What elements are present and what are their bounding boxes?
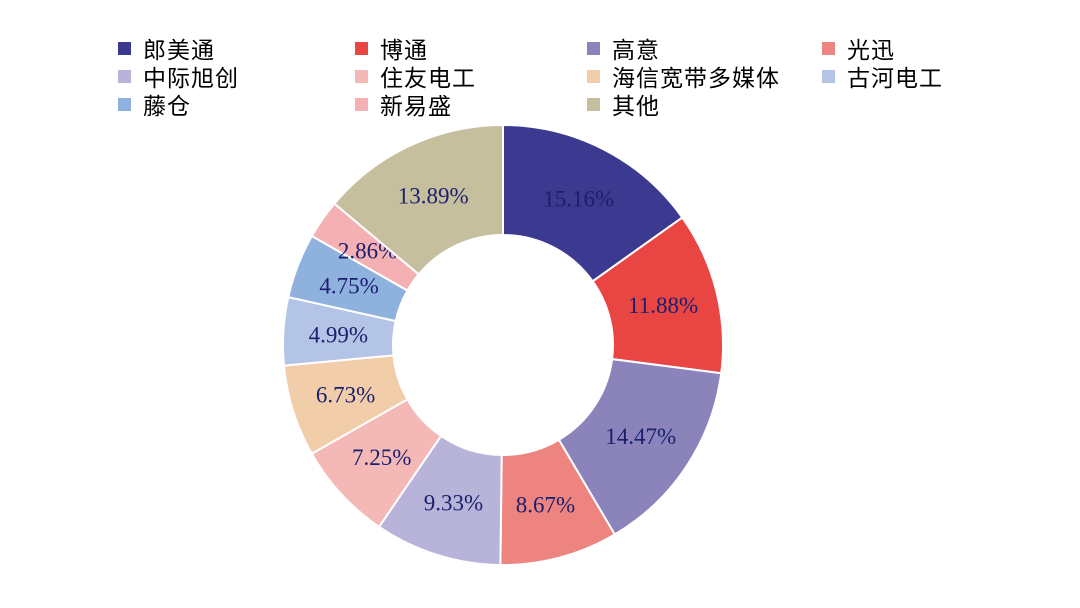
legend-label: 其他 bbox=[612, 94, 660, 120]
slice-value-label: 13.89% bbox=[398, 183, 469, 208]
legend-swatch bbox=[822, 41, 835, 55]
legend-label: 中际旭创 bbox=[143, 66, 239, 92]
donut-slice bbox=[333, 123, 504, 276]
legend-swatch bbox=[822, 69, 835, 83]
legend-label: 海信宽带多媒体 bbox=[612, 66, 780, 92]
legend-item: 高意 bbox=[587, 31, 822, 65]
legend-swatch bbox=[118, 69, 131, 83]
legend-label: 古河电工 bbox=[847, 66, 943, 92]
legend-item: 住友电工 bbox=[355, 59, 587, 93]
slice-value-label: 9.33% bbox=[424, 490, 483, 515]
donut-slice bbox=[502, 123, 684, 283]
chart-legend: 郎美通 博通 高意 光迅中际旭创 住友电工 海信宽带多媒体 古河电工藤仓 新易盛 其他 bbox=[118, 31, 1018, 121]
legend-item: 藤仓 bbox=[118, 87, 355, 121]
slice-value-label: 14.47% bbox=[605, 424, 676, 449]
legend-label: 藤仓 bbox=[143, 94, 191, 120]
legend-label: 郎美通 bbox=[143, 38, 215, 64]
legend-swatch bbox=[587, 69, 600, 83]
donut-slice bbox=[557, 357, 723, 536]
legend-item: 郎美通 bbox=[118, 31, 355, 65]
legend-label: 新易盛 bbox=[380, 94, 452, 120]
legend-item: 光迅 bbox=[822, 31, 1018, 65]
legend-item: 中际旭创 bbox=[118, 59, 355, 93]
legend-swatch bbox=[118, 41, 131, 55]
legend-label: 博通 bbox=[380, 38, 428, 64]
legend-item: 其他 bbox=[587, 87, 822, 121]
legend-item: 海信宽带多媒体 bbox=[587, 59, 822, 93]
legend-swatch bbox=[355, 97, 368, 111]
slice-value-label: 11.88% bbox=[628, 293, 698, 318]
legend-swatch bbox=[355, 41, 368, 55]
legend-swatch bbox=[587, 41, 600, 55]
legend-label: 光迅 bbox=[847, 38, 895, 64]
legend-item: 新易盛 bbox=[355, 87, 587, 121]
legend-label: 高意 bbox=[612, 38, 660, 64]
legend-swatch bbox=[355, 69, 368, 83]
legend-item: 古河电工 bbox=[822, 59, 1018, 93]
slice-value-label: 7.25% bbox=[352, 445, 411, 470]
slice-value-label: 6.73% bbox=[316, 383, 375, 408]
legend-swatch bbox=[587, 97, 600, 111]
slice-value-label: 15.16% bbox=[543, 186, 614, 211]
slice-value-label: 4.99% bbox=[309, 323, 368, 348]
legend-item: 博通 bbox=[355, 31, 587, 65]
legend-swatch bbox=[118, 97, 131, 111]
legend-label: 住友电工 bbox=[380, 66, 476, 92]
slice-value-label: 8.67% bbox=[516, 492, 575, 517]
slice-value-label: 4.75% bbox=[319, 274, 378, 299]
